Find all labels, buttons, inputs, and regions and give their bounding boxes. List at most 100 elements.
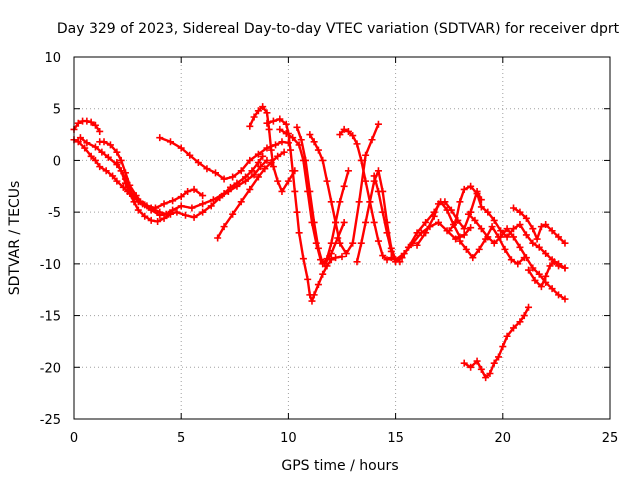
data-point — [332, 254, 340, 262]
data-point — [529, 225, 537, 233]
data-point — [117, 156, 125, 164]
data-point — [537, 283, 545, 291]
data-point — [306, 187, 314, 195]
data-point — [561, 239, 569, 247]
data-point — [265, 125, 273, 133]
y-tick-label: -15 — [40, 310, 61, 325]
data-point — [362, 151, 370, 159]
data-point — [471, 216, 479, 224]
data-point — [188, 204, 196, 212]
y-tick-label: -20 — [40, 361, 61, 376]
data-point — [117, 167, 125, 175]
data-point — [310, 138, 318, 146]
data-point — [537, 223, 545, 231]
grid — [74, 57, 610, 419]
data-point — [156, 134, 164, 142]
data-point — [220, 223, 228, 231]
y-tick-label: -10 — [40, 258, 61, 273]
data-point — [104, 153, 112, 161]
data-point — [194, 158, 202, 166]
data-point — [314, 146, 322, 154]
series-arc4 — [96, 138, 271, 221]
data-point — [422, 229, 430, 237]
data-point — [488, 223, 496, 231]
data-point — [304, 275, 312, 283]
data-point — [548, 227, 556, 235]
data-point — [514, 260, 522, 268]
data-point — [387, 247, 395, 255]
data-point — [134, 206, 142, 214]
data-point — [314, 281, 322, 289]
series-arc12 — [306, 120, 382, 258]
series-arc9 — [263, 115, 346, 305]
data-point — [533, 235, 541, 243]
data-point — [229, 173, 237, 181]
data-point — [147, 216, 155, 224]
data-point — [497, 227, 505, 235]
data-point — [546, 262, 554, 270]
data-point — [254, 150, 262, 158]
data-point — [76, 134, 84, 142]
data-point — [332, 218, 340, 226]
data-point — [555, 291, 563, 299]
data-point — [181, 211, 189, 219]
data-point — [460, 225, 468, 233]
series-arc2 — [70, 136, 267, 218]
data-point — [370, 172, 378, 180]
data-point — [224, 187, 232, 195]
data-point — [319, 156, 327, 164]
data-point — [456, 237, 464, 245]
data-point — [473, 190, 481, 198]
data-point — [250, 171, 258, 179]
data-point — [452, 235, 460, 243]
data-point — [531, 276, 539, 284]
data-point — [220, 175, 228, 183]
data-point — [280, 148, 288, 156]
data-point — [516, 208, 524, 216]
data-point — [102, 167, 110, 175]
data-point — [207, 202, 215, 210]
axes: 0 5 10 15 20 25 -25 -20 -15 -10 -5 0 5 10 — [40, 51, 619, 446]
data-point — [398, 254, 406, 262]
data-point — [278, 138, 286, 146]
data-point — [237, 198, 245, 206]
data-point — [561, 264, 569, 272]
data-point — [91, 156, 99, 164]
data-point — [156, 211, 164, 219]
data-point — [100, 138, 108, 146]
data-point — [362, 177, 370, 185]
data-point — [284, 177, 292, 185]
data-point — [177, 193, 185, 201]
data-point — [310, 291, 318, 299]
series-arc15 — [370, 172, 464, 266]
data-point — [209, 196, 217, 204]
data-point — [510, 204, 518, 212]
data-point — [490, 359, 498, 367]
data-point — [151, 204, 159, 212]
data-point — [477, 225, 485, 233]
data-point — [113, 158, 121, 166]
series-arc10 — [276, 125, 348, 268]
data-point — [119, 183, 127, 191]
data-point — [81, 144, 89, 152]
data-point — [366, 198, 374, 206]
data-point — [510, 225, 518, 233]
data-point — [160, 200, 168, 208]
data-point — [113, 177, 121, 185]
data-point — [272, 141, 280, 149]
series-arc1 — [70, 117, 104, 135]
data-point — [522, 231, 530, 239]
data-point — [430, 212, 438, 220]
data-point — [379, 252, 387, 260]
data-point — [287, 146, 295, 154]
data-point — [548, 285, 556, 293]
data-point — [501, 245, 509, 253]
data-point — [542, 272, 550, 280]
series-arc19 — [464, 210, 569, 303]
data-point — [522, 254, 530, 262]
data-point — [259, 152, 267, 160]
y-tick-label: -5 — [48, 206, 61, 221]
series-line — [158, 136, 290, 181]
data-point — [342, 250, 350, 258]
data-point — [460, 185, 468, 193]
